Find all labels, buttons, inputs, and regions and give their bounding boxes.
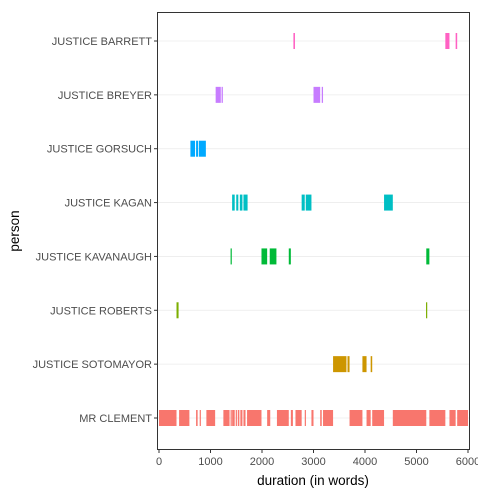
segment-justice-breyer bbox=[221, 86, 223, 103]
segment-mr-clement bbox=[237, 410, 240, 426]
segment-mr-clement bbox=[243, 410, 246, 426]
segment-mr-clement bbox=[349, 410, 363, 426]
segment-mr-clement bbox=[267, 410, 271, 426]
segment-justice-breyer bbox=[215, 86, 221, 103]
segment-justice-sotomayor bbox=[370, 356, 373, 373]
segment-mr-clement bbox=[240, 410, 243, 426]
segment-mr-clement bbox=[295, 410, 302, 426]
x-tick-label: 1000 bbox=[198, 456, 222, 468]
segment-justice-breyer bbox=[313, 86, 321, 103]
segment-justice-breyer bbox=[321, 86, 324, 103]
segment-justice-kagan bbox=[384, 194, 393, 211]
segment-mr-clement bbox=[230, 410, 232, 426]
grid-layer bbox=[157, 40, 470, 419]
segment-justice-kavanaugh bbox=[426, 248, 430, 265]
x-tick-label: 0 bbox=[156, 456, 162, 468]
segment-mr-clement bbox=[320, 410, 322, 426]
segment-justice-kavanaugh bbox=[288, 248, 291, 265]
segment-mr-clement bbox=[179, 410, 190, 426]
y-tick-label: JUSTICE BARRETT bbox=[52, 36, 153, 48]
segment-justice-roberts bbox=[176, 302, 179, 319]
segment-mr-clement bbox=[323, 410, 334, 426]
segment-justice-barrett bbox=[445, 33, 450, 49]
segment-justice-kagan bbox=[243, 194, 248, 211]
segment-mr-clement bbox=[449, 410, 456, 426]
y-tick-label: JUSTICE KAVANAUGH bbox=[36, 251, 152, 263]
segment-justice-sotomayor bbox=[333, 356, 347, 373]
segment-justice-sotomayor bbox=[347, 356, 350, 373]
y-tick-label: JUSTICE KAGAN bbox=[65, 198, 152, 210]
segment-justice-kavanaugh bbox=[269, 248, 277, 265]
segment-layer bbox=[159, 33, 468, 426]
segment-justice-gorsuch bbox=[198, 140, 206, 157]
segment-mr-clement bbox=[392, 410, 427, 426]
segment-mr-clement bbox=[247, 410, 262, 426]
x-tick-label: 5000 bbox=[404, 456, 428, 468]
segment-mr-clement bbox=[235, 410, 237, 426]
y-tick-label: JUSTICE BREYER bbox=[58, 90, 152, 102]
segment-justice-kagan bbox=[239, 194, 243, 211]
segment-mr-clement bbox=[159, 410, 177, 426]
segment-justice-kavanaugh bbox=[261, 248, 268, 265]
y-tick-label: JUSTICE ROBERTS bbox=[50, 305, 152, 317]
x-tick-label: 3000 bbox=[301, 456, 325, 468]
segment-mr-clement bbox=[372, 410, 385, 426]
y-tick-label: MR CLEMENT bbox=[79, 413, 152, 425]
segment-justice-kagan bbox=[236, 194, 239, 211]
y-tick-label: JUSTICE GORSUCH bbox=[47, 144, 152, 156]
segment-justice-sotomayor bbox=[362, 356, 367, 373]
segment-justice-kagan bbox=[301, 194, 305, 211]
segment-mr-clement bbox=[290, 410, 293, 426]
segment-justice-gorsuch bbox=[190, 140, 196, 157]
y-tick-label: JUSTICE SOTOMAYOR bbox=[33, 359, 152, 371]
segment-justice-gorsuch bbox=[196, 140, 199, 157]
segment-mr-clement bbox=[304, 410, 306, 426]
x-tick-label: 2000 bbox=[250, 456, 274, 468]
segment-justice-kavanaugh bbox=[230, 248, 232, 265]
segment-justice-roberts bbox=[426, 302, 428, 319]
segment-mr-clement bbox=[199, 410, 201, 426]
segment-mr-clement bbox=[429, 410, 446, 426]
segment-justice-kagan bbox=[305, 194, 312, 211]
segment-mr-clement bbox=[206, 410, 216, 426]
panel-border bbox=[157, 12, 470, 450]
panel-background bbox=[157, 12, 470, 450]
x-tick-label: 4000 bbox=[353, 456, 377, 468]
segment-mr-clement bbox=[196, 410, 198, 426]
segment-mr-clement bbox=[223, 410, 230, 426]
axis-layer: JUSTICE BARRETT JUSTICE BREYER JUSTICE GOR… bbox=[33, 36, 478, 468]
segment-justice-barrett bbox=[293, 33, 295, 49]
y-axis-title: person bbox=[7, 210, 22, 251]
segment-justice-kagan bbox=[232, 194, 235, 211]
segment-mr-clement bbox=[366, 410, 371, 426]
x-tick-label: 6000 bbox=[456, 456, 478, 468]
segment-mr-clement bbox=[311, 410, 314, 426]
segment-mr-clement bbox=[276, 410, 289, 426]
segment-mr-clement bbox=[232, 410, 235, 426]
x-axis-title: duration (in words) bbox=[257, 473, 369, 488]
segment-justice-barrett bbox=[455, 33, 458, 49]
segment-mr-clement bbox=[457, 410, 468, 426]
